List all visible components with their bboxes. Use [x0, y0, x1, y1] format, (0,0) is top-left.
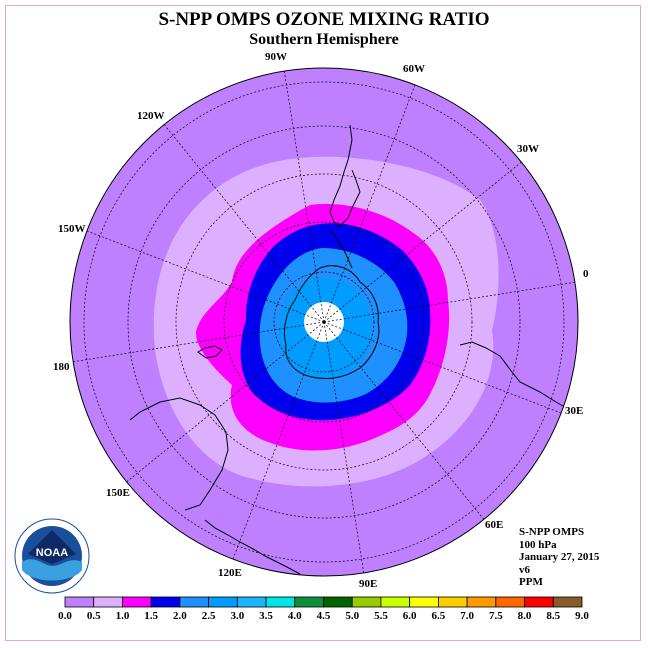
colorbar-box: [122, 596, 152, 608]
new-zealand-coastline: [197, 345, 223, 359]
lon-label-60w: 60W: [403, 63, 425, 75]
colorbar-boxes: [64, 596, 583, 608]
colorbar-box: [236, 596, 267, 608]
lon-label-0: 0: [583, 268, 589, 280]
info-version: v6: [519, 563, 530, 576]
lon-label-90w: 90W: [265, 51, 287, 63]
colorbar-label: 5.0: [345, 610, 359, 622]
colorbar-box: [495, 596, 525, 608]
info-level: 100 hPa: [519, 538, 557, 551]
colorbar-box: [208, 596, 238, 608]
graticule-circles: [83, 81, 565, 563]
colorbar-label: 0.5: [87, 610, 101, 622]
australia-coastline: [129, 397, 229, 511]
frame-border: [5, 5, 641, 641]
colorbar-label: 3.0: [230, 610, 244, 622]
colorbar-box: [64, 596, 95, 608]
colorbar-label: 6.0: [403, 610, 417, 622]
colorbar-box: [294, 596, 324, 608]
colorbar-box: [265, 596, 296, 608]
colorbar-label: 6.5: [432, 610, 446, 622]
info-instrument: S-NPP OMPS: [519, 526, 585, 538]
lon-label-150e: 150E: [106, 487, 130, 499]
colorbar-label: 1.0: [116, 610, 130, 622]
colorbar-label: 5.5: [374, 610, 388, 622]
africa-coastline: [459, 341, 571, 411]
colorbar-label: 4.0: [288, 610, 302, 622]
lon-label-30w: 30W: [517, 143, 539, 155]
colorbar-box: [409, 596, 439, 608]
colorbar-labels: 0.0 0.5 1.0 1.5 2.0 2.5 3.0 3.5 4.0 4.5 5.0 5.5 6.0 6…: [58, 610, 589, 622]
colorbar-label: 9.0: [575, 610, 589, 622]
lon-label-90e: 90E: [359, 578, 377, 590]
lon-label-180: 180: [53, 361, 70, 373]
lon-label-120w: 120W: [137, 110, 165, 122]
map-boundary: [69, 67, 579, 577]
info-block: S-NPP OMPS 100 hPa January 27, 2015 v6 P…: [519, 526, 599, 589]
colorbar-box: [351, 596, 382, 608]
colorbar-label: 1.5: [144, 610, 158, 622]
colorbar-label: 8.0: [518, 610, 532, 622]
coastlines: [129, 124, 571, 575]
colorbar-box: [93, 596, 123, 608]
colorbar-box: [150, 596, 181, 608]
lon-label-150w: 150W: [58, 223, 86, 235]
colorbar-box: [524, 596, 554, 608]
colorbar-label: 0.0: [58, 610, 72, 622]
indonesia-coastline: [204, 519, 301, 575]
colorbar-label: 4.5: [317, 610, 331, 622]
lon-label-30e: 30E: [565, 405, 583, 417]
logo-text: NOAA: [36, 547, 68, 559]
colorbar-box: [323, 596, 353, 608]
colorbar-box: [437, 596, 468, 608]
colorbar-label: 7.5: [489, 610, 503, 622]
colorbar-box: [552, 596, 583, 608]
colorbar-label: 2.0: [173, 610, 187, 622]
info-units: PPM: [519, 576, 543, 588]
lon-label-120e: 120E: [218, 567, 242, 579]
lon-label-60e: 60E: [485, 519, 503, 531]
colorbar-box: [380, 596, 411, 608]
colorbar-box: [466, 596, 497, 608]
colorbar-box: [179, 596, 210, 608]
colorbar-label: 8.5: [546, 610, 560, 622]
map-subtitle: Southern Hemisphere: [249, 31, 399, 48]
noaa-logo-icon: NOAA: [14, 518, 90, 594]
colorbar-label: 7.0: [460, 610, 474, 622]
map-title: S-NPP OMPS OZONE MIXING RATIO: [158, 9, 490, 30]
colorbar-label: 2.5: [202, 610, 216, 622]
info-date: January 27, 2015: [519, 551, 600, 563]
colorbar-label: 3.5: [259, 610, 273, 622]
antarctica-coastline: [283, 229, 380, 379]
south-america-coastline: [329, 124, 361, 227]
